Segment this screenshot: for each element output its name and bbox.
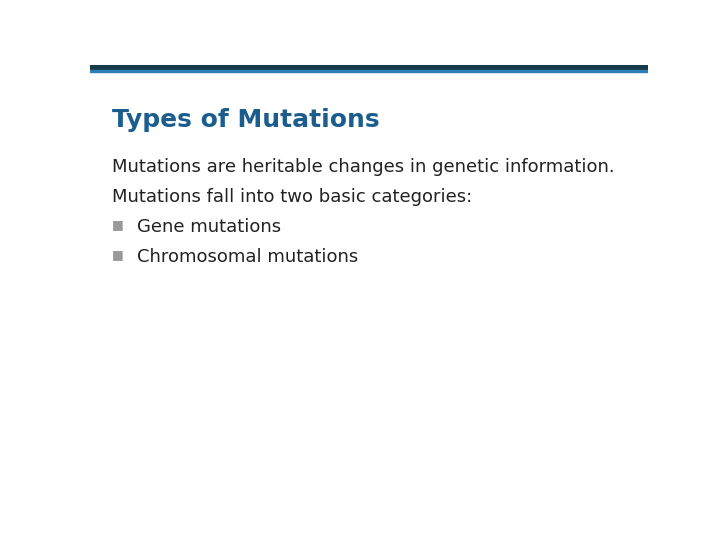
Bar — [90, 65, 648, 70]
Text: Mutations are heritable changes in genetic information.: Mutations are heritable changes in genet… — [112, 158, 615, 177]
Text: Gene mutations: Gene mutations — [138, 218, 282, 236]
Text: ■: ■ — [112, 218, 124, 231]
Text: Mutations fall into two basic categories:: Mutations fall into two basic categories… — [112, 188, 472, 206]
Text: Chromosomal mutations: Chromosomal mutations — [138, 248, 359, 266]
Text: ■: ■ — [112, 248, 124, 261]
Bar — [90, 70, 648, 72]
Text: Types of Mutations: Types of Mutations — [112, 109, 380, 132]
